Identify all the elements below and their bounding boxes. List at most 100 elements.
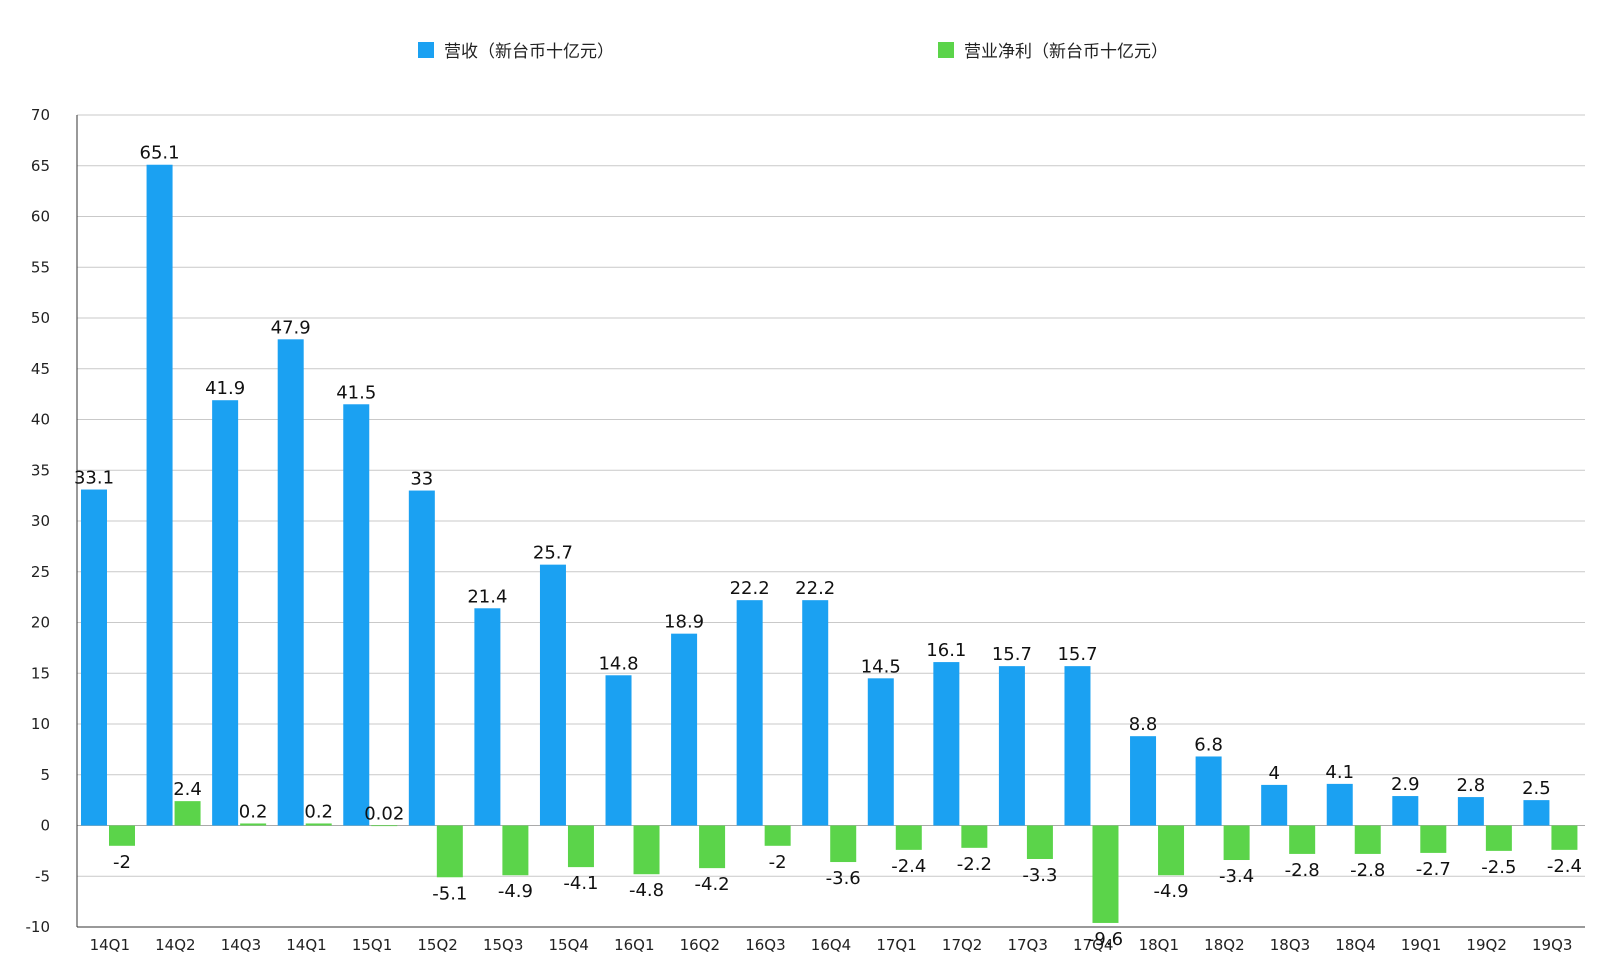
bar-revenue[interactable] bbox=[474, 608, 501, 826]
legend-swatch-operating-profit bbox=[938, 42, 954, 58]
bar-operating-profit[interactable] bbox=[1420, 825, 1447, 853]
bar-revenue[interactable] bbox=[277, 339, 304, 826]
bar-revenue[interactable] bbox=[1130, 736, 1157, 826]
data-label-revenue: 41.9 bbox=[205, 378, 245, 399]
bar-revenue[interactable] bbox=[1261, 784, 1288, 826]
x-tick-label: 15Q1 bbox=[352, 936, 392, 954]
bar-operating-profit[interactable] bbox=[764, 825, 791, 846]
bar-revenue[interactable] bbox=[343, 404, 370, 826]
bar-revenue[interactable] bbox=[867, 678, 894, 826]
x-tick-label: 18Q1 bbox=[1139, 936, 1179, 954]
bar-revenue[interactable] bbox=[736, 600, 763, 826]
data-label-operating-profit: -9.6 bbox=[1088, 929, 1123, 950]
legend-item-operating-profit[interactable]: 营业净利（新台币十亿元） bbox=[938, 42, 1168, 62]
x-tick-label: 14Q1 bbox=[90, 936, 130, 954]
bar-operating-profit[interactable] bbox=[961, 825, 988, 848]
legend-label-operating-profit: 营业净利（新台币十亿元） bbox=[964, 42, 1168, 62]
bar-operating-profit[interactable] bbox=[1354, 825, 1381, 854]
bar-revenue[interactable] bbox=[1064, 666, 1091, 826]
bar-operating-profit[interactable] bbox=[1026, 825, 1053, 859]
bar-operating-profit[interactable] bbox=[1223, 825, 1250, 861]
data-label-revenue: 14.5 bbox=[861, 656, 901, 677]
data-label-operating-profit: -2.2 bbox=[957, 854, 992, 875]
x-tick-label: 14Q1 bbox=[286, 936, 326, 954]
y-tick-label: -5 bbox=[35, 867, 50, 885]
data-label-revenue: 2.5 bbox=[1522, 778, 1551, 799]
y-tick-label: 10 bbox=[31, 715, 50, 733]
x-tick-label: 14Q3 bbox=[221, 936, 261, 954]
bar-operating-profit[interactable] bbox=[305, 823, 332, 826]
data-label-operating-profit: 0.2 bbox=[239, 801, 268, 822]
data-label-operating-profit: -4.9 bbox=[1153, 881, 1188, 902]
legend-item-revenue[interactable]: 营收（新台币十亿元） bbox=[418, 42, 614, 62]
bar-operating-profit[interactable] bbox=[1551, 825, 1578, 850]
x-tick-label: 18Q3 bbox=[1270, 936, 1310, 954]
bar-operating-profit[interactable] bbox=[502, 825, 529, 876]
bar-operating-profit[interactable] bbox=[174, 801, 201, 826]
bar-operating-profit[interactable] bbox=[895, 825, 922, 850]
bar-revenue[interactable] bbox=[605, 675, 632, 826]
data-label-operating-profit: -2.4 bbox=[1547, 856, 1582, 877]
axes: -10 -5 0 5 10 15 20 25 30 35 40 45 50 55 60 65 70 14Q1 14Q… bbox=[26, 106, 1585, 954]
x-tick-label: 19Q3 bbox=[1532, 936, 1572, 954]
data-label-revenue: 18.9 bbox=[664, 612, 704, 633]
bar-revenue[interactable] bbox=[933, 662, 960, 826]
bar-operating-profit[interactable] bbox=[371, 825, 398, 827]
bar-operating-profit[interactable] bbox=[1158, 825, 1185, 876]
bar-revenue[interactable] bbox=[212, 400, 239, 826]
data-labels: 33.1 -2 65.1 2.4 41.9 0.2 47.9 0.2 41.5 0.02 33 -5.… bbox=[74, 143, 1582, 950]
bar-operating-profit[interactable] bbox=[830, 825, 857, 863]
bar-operating-profit[interactable] bbox=[633, 825, 660, 875]
bar-revenue[interactable] bbox=[802, 600, 829, 826]
bar-operating-profit[interactable] bbox=[1289, 825, 1316, 854]
data-label-revenue: 16.1 bbox=[926, 640, 966, 661]
bar-revenue[interactable] bbox=[539, 564, 566, 826]
bar-revenue[interactable] bbox=[1523, 800, 1550, 826]
bar-revenue[interactable] bbox=[1195, 756, 1222, 826]
data-label-revenue: 65.1 bbox=[140, 143, 180, 164]
y-tick-label: 40 bbox=[31, 411, 50, 429]
data-label-revenue: 33.1 bbox=[74, 468, 114, 489]
data-label-operating-profit: -2.4 bbox=[891, 856, 926, 877]
x-tick-label: 18Q2 bbox=[1204, 936, 1244, 954]
bar-operating-profit[interactable] bbox=[567, 825, 594, 868]
bar-revenue[interactable] bbox=[146, 164, 173, 826]
bar-operating-profit[interactable] bbox=[240, 823, 267, 826]
x-tick-label: 14Q2 bbox=[155, 936, 195, 954]
gridlines bbox=[77, 114, 1585, 928]
data-label-operating-profit: 0.2 bbox=[304, 801, 333, 822]
data-label-revenue: 15.7 bbox=[1057, 644, 1097, 665]
data-label-operating-profit: -2.7 bbox=[1416, 859, 1451, 880]
bar-revenue[interactable] bbox=[1457, 797, 1484, 826]
bar-operating-profit[interactable] bbox=[699, 825, 726, 869]
data-label-operating-profit: -2.8 bbox=[1285, 860, 1320, 881]
data-label-operating-profit: -5.1 bbox=[432, 883, 467, 904]
x-tick-label: 17Q3 bbox=[1007, 936, 1047, 954]
x-tick-label: 17Q1 bbox=[876, 936, 916, 954]
data-label-revenue: 8.8 bbox=[1129, 714, 1158, 735]
bar-operating-profit[interactable] bbox=[436, 825, 463, 878]
bar-revenue[interactable] bbox=[1392, 796, 1419, 826]
data-label-operating-profit: -4.1 bbox=[563, 873, 598, 894]
x-tick-label: 15Q3 bbox=[483, 936, 523, 954]
y-tick-label: 65 bbox=[31, 157, 50, 175]
y-tick-label: 55 bbox=[31, 258, 50, 276]
bar-revenue[interactable] bbox=[998, 666, 1025, 826]
data-label-revenue: 2.8 bbox=[1457, 775, 1486, 796]
y-tick-label: 5 bbox=[40, 766, 50, 784]
bar-operating-profit[interactable] bbox=[1092, 825, 1119, 923]
bar-revenue[interactable] bbox=[1326, 783, 1353, 826]
data-label-operating-profit: -4.2 bbox=[695, 874, 730, 895]
bar-revenue[interactable] bbox=[408, 490, 435, 826]
bar-operating-profit[interactable] bbox=[109, 825, 135, 846]
legend-swatch-revenue bbox=[418, 42, 434, 58]
bar-revenue[interactable] bbox=[671, 633, 698, 826]
bar-revenue[interactable] bbox=[81, 489, 107, 826]
x-tick-label: 16Q2 bbox=[680, 936, 720, 954]
bar-operating-profit[interactable] bbox=[1485, 825, 1512, 851]
data-label-operating-profit: -2.8 bbox=[1350, 860, 1385, 881]
data-label-operating-profit: -2 bbox=[769, 852, 787, 873]
x-tick-label: 15Q2 bbox=[417, 936, 457, 954]
x-tick-label: 16Q1 bbox=[614, 936, 654, 954]
